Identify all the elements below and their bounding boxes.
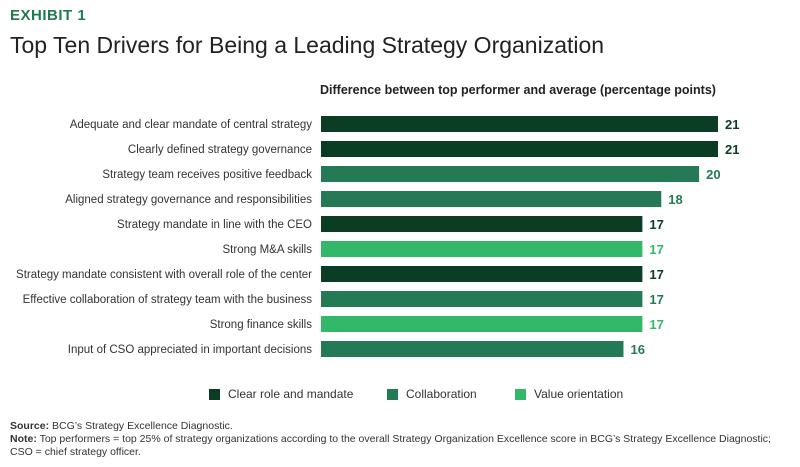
category-label: Strategy mandate in line with the CEO bbox=[117, 219, 312, 231]
source-label: Source: bbox=[10, 420, 50, 432]
legend-label: Clear role and mandate bbox=[228, 387, 354, 401]
source-line: Source: BCG’s Strategy Excellence Diagno… bbox=[10, 420, 790, 433]
category-label: Input of CSO appreciated in important de… bbox=[68, 344, 312, 356]
bar bbox=[321, 291, 643, 307]
legend-item: Collaboration bbox=[387, 386, 477, 402]
value-label: 20 bbox=[706, 167, 720, 182]
source-text: BCG’s Strategy Excellence Diagnostic. bbox=[52, 420, 233, 432]
value-label: 17 bbox=[649, 317, 663, 332]
note-label: Note: bbox=[10, 433, 37, 445]
value-label: 17 bbox=[649, 267, 663, 282]
bar bbox=[321, 166, 700, 182]
value-label: 21 bbox=[725, 142, 739, 157]
value-label: 18 bbox=[668, 192, 682, 207]
legend-swatch bbox=[387, 388, 398, 400]
exhibit-label: EXHIBIT 1 bbox=[10, 7, 87, 24]
note-text: Top performers = top 25% of strategy org… bbox=[10, 433, 771, 458]
bar bbox=[321, 341, 624, 357]
category-label: Strategy team receives positive feedback bbox=[102, 169, 312, 181]
chart-title: Top Ten Drivers for Being a Leading Stra… bbox=[10, 32, 605, 58]
bar bbox=[321, 266, 643, 282]
bar bbox=[321, 241, 643, 257]
chart-subtitle: Difference between top performer and ave… bbox=[320, 83, 716, 97]
category-label: Strong M&A skills bbox=[223, 244, 313, 256]
value-label: 17 bbox=[649, 242, 663, 257]
legend-item: Clear role and mandate bbox=[209, 386, 353, 402]
bar bbox=[321, 141, 718, 157]
value-label: 17 bbox=[649, 292, 663, 307]
footnote: Source: BCG’s Strategy Excellence Diagno… bbox=[10, 420, 790, 459]
bar bbox=[321, 191, 662, 207]
bar bbox=[321, 116, 718, 132]
legend-item: Value orientation bbox=[515, 386, 623, 402]
legend-swatch bbox=[515, 388, 526, 400]
legend-swatch bbox=[209, 388, 220, 400]
bar bbox=[321, 216, 643, 232]
bar-chart: Adequate and clear mandate of central st… bbox=[16, 116, 739, 357]
category-label: Adequate and clear mandate of central st… bbox=[70, 119, 313, 131]
category-label: Aligned strategy governance and responsi… bbox=[65, 194, 312, 206]
legend-label: Collaboration bbox=[406, 387, 477, 401]
legend-label: Value orientation bbox=[534, 387, 624, 401]
category-label: Clearly defined strategy governance bbox=[128, 144, 312, 156]
value-label: 21 bbox=[725, 117, 739, 132]
category-label: Effective collaboration of strategy team… bbox=[23, 294, 313, 306]
note-line: Note: Top performers = top 25% of strate… bbox=[10, 433, 790, 459]
category-label: Strong finance skills bbox=[210, 319, 313, 331]
value-label: 17 bbox=[649, 217, 663, 232]
bar bbox=[321, 316, 643, 332]
value-label: 16 bbox=[630, 342, 644, 357]
category-label: Strategy mandate consistent with overall… bbox=[16, 269, 312, 281]
